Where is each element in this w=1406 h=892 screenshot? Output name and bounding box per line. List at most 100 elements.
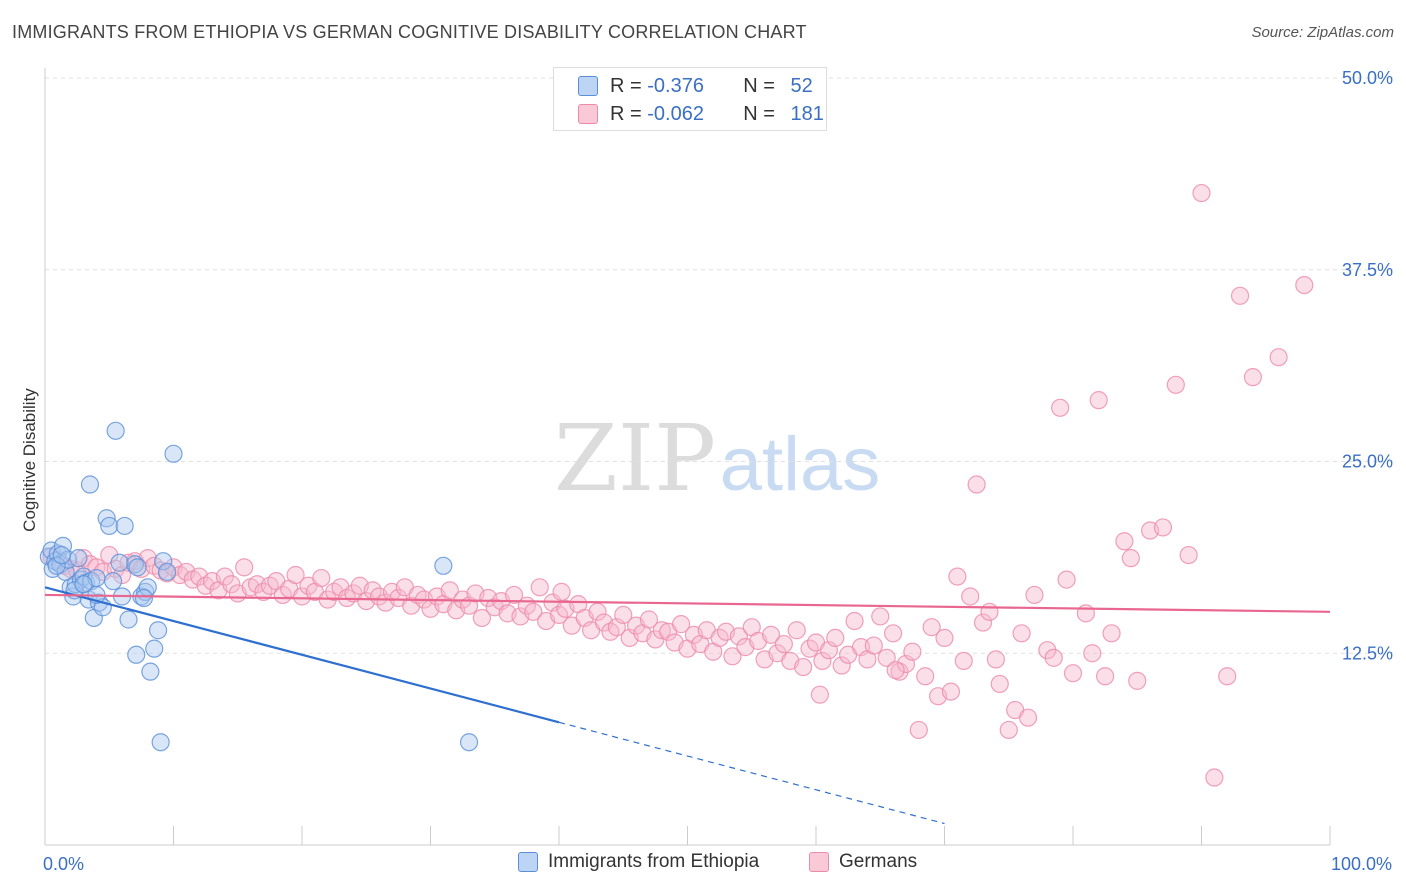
ethiopia-point: [127, 645, 146, 664]
ethiopia-point: [434, 556, 453, 575]
ethiopia-point: [74, 575, 93, 594]
germans-point: [832, 656, 851, 675]
germans-point: [845, 611, 864, 631]
germans-point: [440, 581, 459, 600]
germans-point: [999, 720, 1018, 740]
germans-point: [1063, 664, 1083, 683]
ethiopia-point: [164, 444, 183, 463]
germans-point: [286, 565, 305, 585]
ethiopia-point: [106, 421, 125, 440]
germans-point: [1051, 398, 1070, 417]
germans-point: [990, 674, 1009, 694]
series-swatch-pink: [809, 852, 829, 872]
germans-point: [774, 634, 793, 654]
r-label: R =: [610, 102, 642, 125]
germans-point: [961, 587, 980, 606]
stats-legend: R = -0.376 N = 52 R = -0.062 N = 181: [553, 67, 827, 131]
germans-point: [729, 627, 749, 646]
ethiopia-point: [110, 553, 129, 572]
germans-point: [813, 651, 832, 671]
germans-point: [671, 615, 691, 634]
germans-point: [639, 610, 659, 629]
germans-point: [794, 657, 813, 677]
ethiopia-point: [69, 549, 88, 568]
germans-point: [1044, 648, 1063, 667]
germans-point: [948, 567, 967, 586]
germans-point: [312, 568, 331, 588]
germans-point: [1179, 545, 1198, 565]
germans-point: [986, 650, 1006, 669]
germans-point: [1057, 570, 1076, 589]
ethiopia-point: [100, 516, 119, 536]
germans-point: [1192, 183, 1211, 203]
germans-point: [1269, 348, 1288, 367]
watermark-atlas: atlas: [720, 422, 881, 507]
germans-point: [967, 475, 986, 494]
germans-point: [916, 667, 935, 686]
germans-point: [530, 578, 549, 597]
germans-point: [614, 605, 633, 625]
watermark-zip: ZIP: [554, 405, 716, 512]
ethiopia-point: [119, 610, 138, 629]
germans-point: [877, 648, 896, 667]
germans-point: [980, 602, 999, 621]
ethiopia-point: [115, 516, 134, 536]
ethiopia-point: [128, 558, 147, 577]
germans-point: [601, 622, 620, 641]
series-legend-germans: Germans: [809, 851, 917, 873]
germans-point: [883, 624, 903, 643]
ethiopia-trend-line: [44, 586, 560, 724]
germans-point: [1115, 532, 1134, 551]
germans-point: [903, 642, 922, 661]
r-value-ethiopia: -0.376: [647, 74, 704, 97]
germans-point: [1089, 391, 1108, 410]
germans-point: [1153, 518, 1173, 537]
y-tick-label: 37.5%: [1342, 260, 1393, 280]
germans-point: [1218, 667, 1237, 686]
r-value-germans: -0.062: [647, 102, 704, 125]
germans-point: [504, 585, 524, 605]
germans-point: [1096, 667, 1115, 686]
legend-row-ethiopia: R = -0.376 N = 52: [578, 74, 813, 98]
germans-point: [723, 647, 742, 666]
germans-point: [761, 625, 781, 644]
germans-point: [954, 651, 973, 671]
series-name-germans: Germans: [839, 851, 918, 872]
r-label: R =: [610, 74, 642, 97]
germans-point: [472, 608, 491, 628]
germans-point: [1083, 644, 1102, 663]
germans-point: [787, 621, 806, 640]
series-swatch-blue: [518, 852, 538, 872]
legend-swatch-pink: [578, 104, 598, 124]
germans-point: [652, 621, 671, 640]
ethiopia-point: [145, 639, 164, 658]
ethiopia-point: [134, 588, 154, 608]
ethiopia-point: [47, 556, 66, 575]
germans-point: [524, 602, 543, 621]
ethiopia-point: [141, 662, 160, 681]
germans-point: [222, 575, 241, 594]
germans-point: [1230, 286, 1250, 305]
germans-point: [941, 682, 961, 701]
y-tick-label: 12.5%: [1342, 643, 1393, 663]
legend-swatch-blue: [578, 76, 598, 96]
x-tick-label: 0.0%: [43, 854, 84, 874]
germans-point: [935, 628, 954, 648]
legend-row-germans: R = -0.062 N = 181: [578, 102, 824, 126]
n-value-ethiopia: 52: [790, 74, 813, 97]
series-legend-ethiopia: Immigrants from Ethiopia: [518, 851, 759, 873]
ethiopia-point: [151, 733, 170, 752]
germans-point: [260, 576, 279, 595]
germans-point: [826, 628, 845, 648]
y-tick-label: 50.0%: [1342, 68, 1393, 88]
ethiopia-point: [154, 552, 173, 571]
y-axis-label: Cognitive Disability: [20, 388, 39, 532]
germans-point: [1243, 368, 1263, 387]
n-label: N =: [743, 102, 775, 125]
ethiopia-trend-extension: [558, 721, 945, 825]
ethiopia-point: [125, 555, 145, 574]
ethiopia-point: [148, 621, 168, 640]
germans-point: [1166, 375, 1185, 394]
germans-point: [1012, 624, 1031, 643]
germans-point: [871, 607, 890, 626]
